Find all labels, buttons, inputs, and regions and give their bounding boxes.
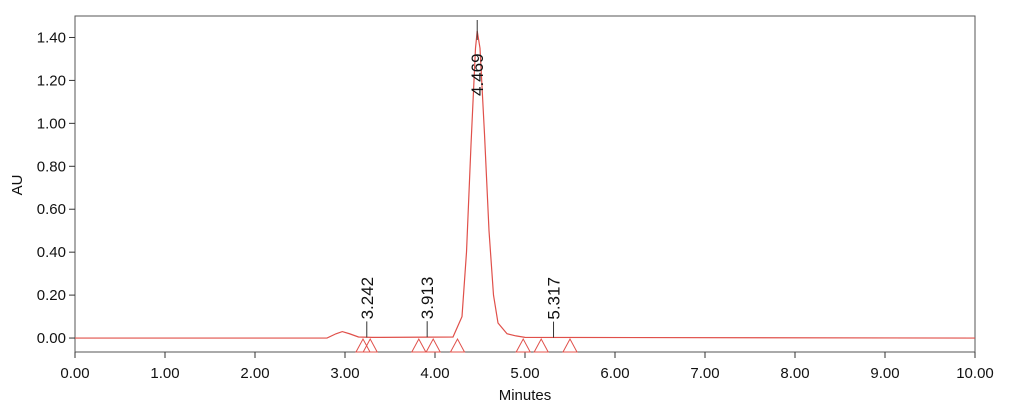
x-tick-label: 7.00	[690, 365, 719, 382]
x-tick-label: 8.00	[780, 365, 809, 382]
peak-label: 3.242	[358, 277, 377, 320]
y-tick-label: 0.40	[37, 244, 66, 261]
integration-mark	[449, 337, 466, 353]
integration-mark	[515, 337, 532, 353]
x-tick-label: 9.00	[870, 365, 899, 382]
x-tick-label: 2.00	[240, 365, 269, 382]
y-tick-label: 0.60	[37, 201, 66, 218]
x-tick-label: 4.00	[420, 365, 449, 382]
peak-label: 4.469	[468, 53, 487, 96]
chromatogram-line	[75, 30, 976, 339]
x-tick-label: 3.00	[330, 365, 359, 382]
x-tick-label: 5.00	[510, 365, 539, 382]
plot-frame	[74, 15, 976, 353]
x-tick-label: 6.00	[600, 365, 629, 382]
integration-mark	[533, 337, 550, 353]
integration-mark	[410, 337, 427, 353]
x-tick-label: 10.00	[956, 365, 994, 382]
y-tick-label: 0.00	[37, 330, 66, 347]
integration-mark	[425, 337, 442, 353]
integration-mark	[355, 337, 371, 353]
y-tick-label: 1.20	[37, 72, 66, 89]
y-tick-label: 1.40	[37, 29, 66, 46]
y-tick-label: 0.20	[37, 287, 66, 304]
peak-label: 3.913	[418, 277, 437, 320]
peak-label: 5.317	[545, 277, 564, 320]
x-tick-label: 0.00	[60, 365, 89, 382]
integration-mark	[562, 337, 578, 353]
y-tick-label: 0.80	[37, 158, 66, 175]
x-tick-label: 1.00	[150, 365, 179, 382]
integration-mark	[362, 337, 379, 353]
y-axis-label: AU	[9, 175, 26, 196]
x-axis-label: Minutes	[499, 387, 552, 404]
y-tick-label: 1.00	[37, 115, 66, 132]
